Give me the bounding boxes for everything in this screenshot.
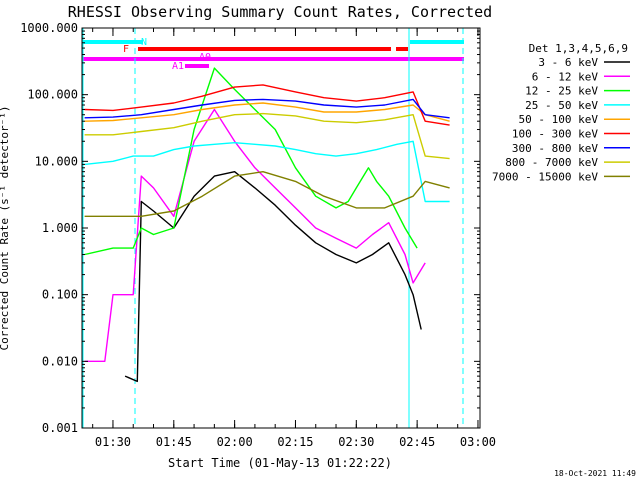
flag-label-f: F	[123, 44, 129, 55]
y-tick-label: 0.010	[42, 354, 78, 368]
flag-label-a1: A1	[172, 61, 184, 72]
x-axis: 01:30 01:45 02:00 02:15 02:30 02:45 03:00	[92, 28, 496, 449]
y-axis: 0.001 0.010 0.100 1.000 10.000 100.000 1000.00…	[20, 21, 480, 435]
flag-bars: N F A0 A1	[83, 37, 464, 72]
series-line-300-800-kev	[84, 98, 450, 119]
legend-label: 300 - 800 keV	[512, 142, 598, 155]
legend-label: 100 - 300 keV	[512, 128, 598, 141]
chart-title: RHESSI Observing Summary Count Rates, Co…	[68, 3, 492, 21]
x-tick-label: 02:00	[217, 435, 253, 449]
legend-label: 800 - 7000 keV	[505, 156, 598, 169]
series-line-12-25-kev	[84, 67, 418, 256]
y-tick-label: 100.000	[27, 88, 78, 102]
series-line-7000-15000-kev	[84, 170, 450, 218]
legend-title: Det 1,3,4,5,6,9	[529, 42, 628, 55]
x-tick-label: 01:30	[95, 435, 131, 449]
flag-bar-n-left	[83, 40, 143, 44]
y-tick-label: 10.000	[35, 154, 78, 168]
series-line-3-6-kev	[124, 170, 422, 383]
series-line-100-300-kev	[84, 84, 450, 126]
x-tick-label: 02:30	[338, 435, 374, 449]
series-line-800-7000-kev	[84, 112, 450, 160]
flag-bar-a1	[185, 64, 209, 68]
flag-label-n: N	[141, 37, 147, 48]
series-line-6-12-kev	[84, 108, 426, 362]
flag-bar-n-right	[410, 40, 464, 44]
legend-label: 3 - 6 keV	[538, 56, 598, 69]
x-tick-label: 03:00	[460, 435, 496, 449]
y-axis-label: Corrected Count Rate (s⁻¹ detector⁻¹)	[0, 105, 11, 350]
x-tick-label: 01:45	[156, 435, 192, 449]
y-tick-label: 0.001	[42, 421, 78, 435]
flag-bar-f-right	[396, 47, 408, 51]
legend-label: 50 - 100 keV	[519, 113, 599, 126]
y-tick-label: 1.000	[42, 221, 78, 235]
y-tick-label: 0.100	[42, 288, 78, 302]
flag-bar-f	[138, 47, 391, 51]
series-group	[84, 67, 450, 383]
x-axis-label: Start Time (01-May-13 01:22:22)	[168, 456, 392, 470]
legend-label: 7000 - 15000 keV	[492, 170, 598, 183]
series-line-50-100-kev	[84, 102, 450, 122]
x-tick-label: 02:15	[277, 435, 313, 449]
legend-label: 6 - 12 keV	[532, 70, 599, 83]
flag-bar-attenuator	[83, 57, 464, 61]
series-line-25-50-kev	[84, 140, 450, 203]
legend-label: 25 - 50 keV	[525, 99, 598, 112]
marker-lines	[82, 28, 464, 428]
flag-label-a0: A0	[199, 52, 211, 63]
legend-label: 12 - 25 keV	[525, 85, 598, 98]
y-tick-label: 1000.000	[20, 21, 78, 35]
x-tick-label: 02:45	[399, 435, 435, 449]
timestamp: 18-Oct-2021 11:49	[554, 469, 636, 478]
